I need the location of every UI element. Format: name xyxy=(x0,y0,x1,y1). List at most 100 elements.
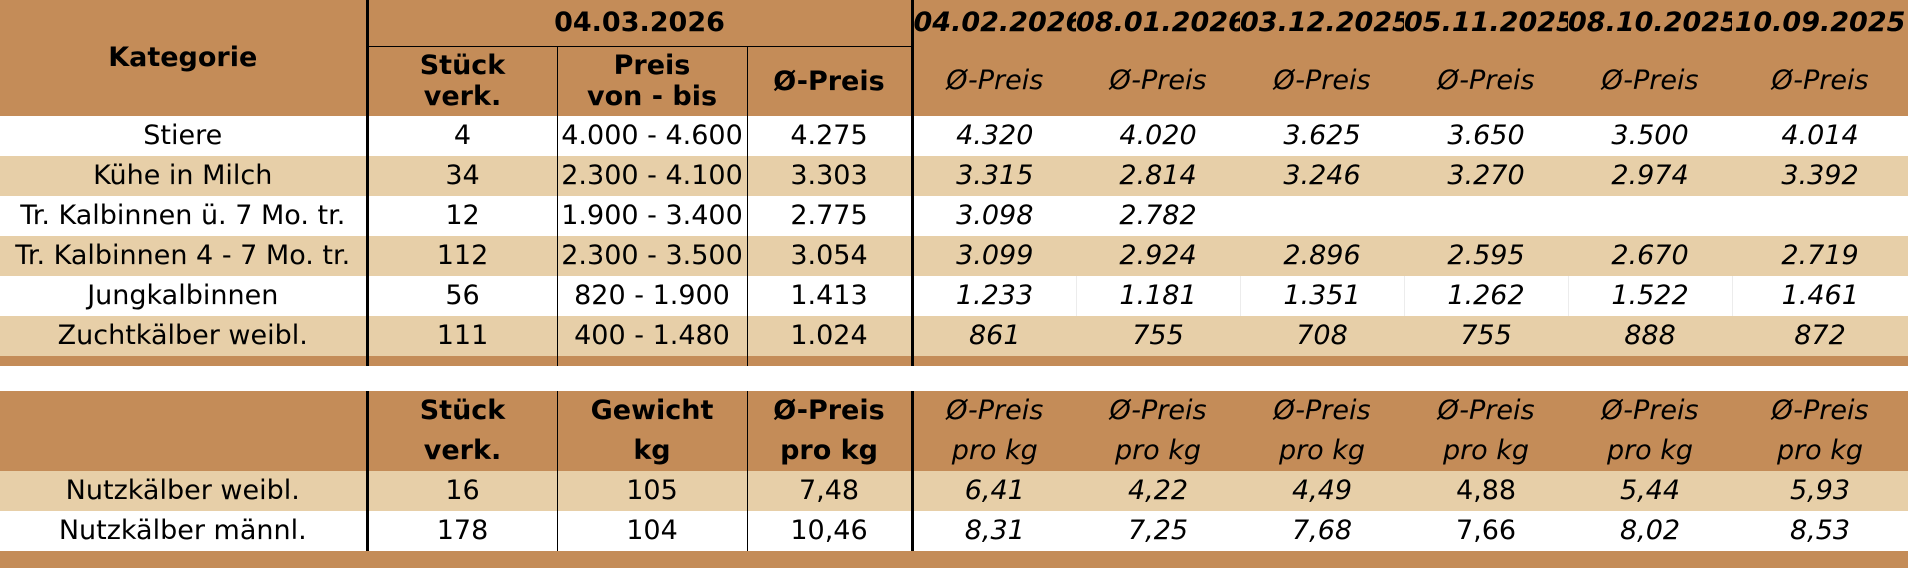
price-range-cell: 4.000 - 4.600 xyxy=(556,116,747,156)
prev-avg-cell: 3.246 xyxy=(1240,156,1404,196)
avg-price-cell: 1.024 xyxy=(746,316,914,356)
table-row: Nutzkälber männl. 178 104 10,46 8,31 7,25 7,68… xyxy=(0,511,1908,551)
prev-avg-cell xyxy=(1240,196,1404,236)
price-range-cell: 2.300 - 4.100 xyxy=(556,156,747,196)
stueck-cell: 4 xyxy=(367,116,557,156)
category-cell: Zuchtkälber weibl. xyxy=(0,316,369,356)
table-row: Nutzkälber weibl. 16 105 7,48 6,41 4,22 4,49 4,… xyxy=(0,471,1908,511)
price-range-cell: 1.900 - 3.400 xyxy=(556,196,747,236)
prev-avg-kg-header-line2: pro kg xyxy=(1732,431,1908,471)
prev-avg-cell: 861 xyxy=(912,316,1076,356)
prev-avg-cell: 4.014 xyxy=(1732,116,1908,156)
preis-header-line2: von - bis xyxy=(586,81,718,113)
stueck-header-line1: Stück xyxy=(419,50,506,82)
category-cell: Stiere xyxy=(0,116,369,156)
prev-avg-cell: 755 xyxy=(1076,316,1240,356)
prev-date-header: 08.10.2025 xyxy=(1568,0,1732,46)
prev-avg-cell: 888 xyxy=(1568,316,1732,356)
prev-avg-kg-header-line2: pro kg xyxy=(1076,431,1240,471)
prev-avg-header: Ø-Preis xyxy=(1240,46,1404,116)
gewicht-header: Gewicht xyxy=(556,391,747,431)
category-cell: Nutzkälber weibl. xyxy=(0,471,369,511)
price-range-cell: 820 - 1.900 xyxy=(556,276,747,316)
prev-avg-cell: 2.595 xyxy=(1404,236,1568,276)
prev-avg-header: Ø-Preis xyxy=(1076,46,1240,116)
prev-avg-kg-header: Ø-Preis xyxy=(1240,391,1404,431)
prev-avg-kg-header: Ø-Preis xyxy=(1732,391,1908,431)
calf-prices-table: Stück Gewicht Ø-Preis Ø-Preis Ø-Preis Ø-… xyxy=(0,391,1908,568)
prev-avg-cell: 1.233 xyxy=(912,276,1076,316)
category-cell: Tr. Kalbinnen 4 - 7 Mo. tr. xyxy=(0,236,369,276)
prev-avg-cell: 3.270 xyxy=(1404,156,1568,196)
stueck-header: Stück xyxy=(367,391,557,431)
prev-avg-kg-header: Ø-Preis xyxy=(1404,391,1568,431)
avg-price-kg-cell: 10,46 xyxy=(746,511,914,551)
prev-avg-cell: 3.625 xyxy=(1240,116,1404,156)
prev-avg-cell: 3.500 xyxy=(1568,116,1732,156)
stueck-cell: 12 xyxy=(367,196,557,236)
prev-avg-cell: 1.262 xyxy=(1403,276,1568,316)
prev-avg-kg-cell: 4,22 xyxy=(1076,471,1240,511)
prev-avg-cell: 4.320 xyxy=(912,116,1076,156)
prev-avg-cell: 2.974 xyxy=(1568,156,1732,196)
gewicht-header-line2: kg xyxy=(556,431,747,471)
prev-avg-cell: 2.924 xyxy=(1076,236,1240,276)
weight-cell: 104 xyxy=(556,511,747,551)
weight-cell: 105 xyxy=(556,471,747,511)
stueck-cell: 34 xyxy=(367,156,557,196)
prev-avg-kg-cell: 6,41 xyxy=(912,471,1076,511)
prev-avg-cell xyxy=(1404,196,1568,236)
table-row: Jungkalbinnen 56 820 - 1.900 1.413 1.233 1.18… xyxy=(0,276,1908,316)
prev-avg-header: Ø-Preis xyxy=(1568,46,1732,116)
prev-avg-kg-cell: 8,31 xyxy=(912,511,1076,551)
stueck-cell: 56 xyxy=(367,276,557,316)
preis-header-line1: Preis xyxy=(613,50,691,82)
price-range-cell: 2.300 - 3.500 xyxy=(556,236,747,276)
prev-avg-kg-cell: 4,88 xyxy=(1404,471,1568,511)
stueck-cell: 178 xyxy=(367,511,557,551)
stueck-cell: 111 xyxy=(367,316,557,356)
prev-avg-cell: 1.181 xyxy=(1075,276,1240,316)
prev-avg-cell xyxy=(1732,196,1908,236)
prev-avg-kg-header: Ø-Preis xyxy=(1568,391,1732,431)
prev-avg-cell: 1.461 xyxy=(1731,276,1908,316)
stueck-header-line2: verk. xyxy=(367,431,557,471)
prev-avg-cell: 3.315 xyxy=(912,156,1076,196)
prev-avg-kg-cell: 5,93 xyxy=(1732,471,1908,511)
avg-price-kg-header: Ø-Preis xyxy=(746,391,914,431)
prev-date-header: 10.09.2025 xyxy=(1732,0,1908,46)
prev-avg-kg-cell: 8,02 xyxy=(1568,511,1732,551)
prev-avg-header: Ø-Preis xyxy=(912,46,1076,116)
prev-avg-kg-cell: 7,68 xyxy=(1240,511,1404,551)
prev-avg-header: Ø-Preis xyxy=(1732,46,1908,116)
table-row: Tr. Kalbinnen ü. 7 Mo. tr. 12 1.900 - 3.40… xyxy=(0,196,1908,236)
prev-avg-cell: 3.650 xyxy=(1404,116,1568,156)
table-row: Stiere 4 4.000 - 4.600 4.275 4.320 4.020 3.625… xyxy=(0,116,1908,156)
avg-price-cell: 4.275 xyxy=(746,116,914,156)
prev-avg-cell: 872 xyxy=(1732,316,1908,356)
prev-avg-cell: 2.719 xyxy=(1732,236,1908,276)
prev-avg-cell: 2.670 xyxy=(1568,236,1732,276)
prev-date-header: 05.11.2025 xyxy=(1404,0,1568,46)
prev-avg-cell: 755 xyxy=(1404,316,1568,356)
stueck-header: Stück verk. xyxy=(367,46,557,116)
prev-avg-cell: 4.020 xyxy=(1076,116,1240,156)
category-cell: Tr. Kalbinnen ü. 7 Mo. tr. xyxy=(0,196,369,236)
prev-avg-cell xyxy=(1568,196,1732,236)
prev-avg-cell: 1.351 xyxy=(1239,276,1404,316)
category-cell: Jungkalbinnen xyxy=(0,276,369,316)
prev-date-header: 08.01.2026 xyxy=(1076,0,1240,46)
avg-price-cell: 3.054 xyxy=(746,236,914,276)
prev-avg-kg-header: Ø-Preis xyxy=(912,391,1076,431)
prev-avg-cell: 2.782 xyxy=(1076,196,1240,236)
prev-avg-kg-cell: 7,25 xyxy=(1076,511,1240,551)
prev-avg-kg-header-line2: pro kg xyxy=(912,431,1076,471)
stueck-cell: 16 xyxy=(367,471,557,511)
table-row: Zuchtkälber weibl. 111 400 - 1.480 1.024 861… xyxy=(0,316,1908,356)
avg-price-cell: 1.413 xyxy=(746,276,914,316)
current-date-header: 04.03.2026 xyxy=(367,0,914,47)
stueck-header-line2: verk. xyxy=(423,81,502,113)
prev-avg-kg-cell: 8,53 xyxy=(1732,511,1908,551)
prev-avg-header: Ø-Preis xyxy=(1404,46,1568,116)
prev-avg-cell: 2.896 xyxy=(1240,236,1404,276)
